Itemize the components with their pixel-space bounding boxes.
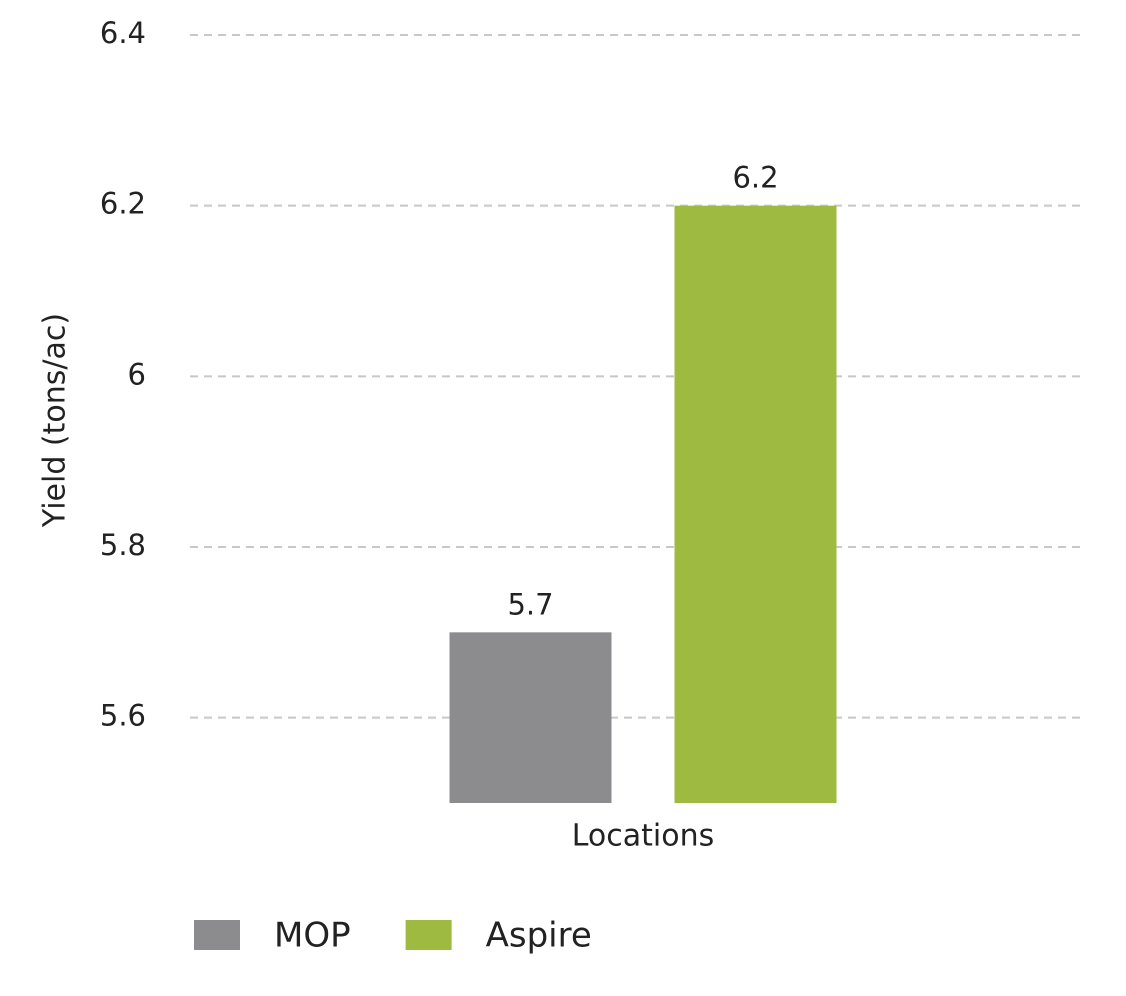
- y-tick-label: 5.6: [100, 699, 146, 733]
- bar: [674, 205, 837, 803]
- y-tick-label: 6.2: [100, 187, 146, 221]
- value-label: 6.2: [732, 161, 778, 195]
- value-label: 5.7: [507, 587, 553, 621]
- legend-label: MOP: [274, 916, 351, 956]
- y-tick-label: 6.4: [100, 16, 146, 50]
- bar: [449, 632, 612, 803]
- y-axis-title: Yield (tons/ac): [38, 313, 73, 528]
- legend-swatch: [405, 920, 452, 950]
- y-tick-label: 6: [128, 357, 146, 391]
- y-tick-label: 5.8: [100, 528, 146, 562]
- x-tick-label: Locations: [572, 819, 715, 854]
- legend-swatch: [194, 920, 240, 950]
- legend-label: Aspire: [486, 916, 592, 956]
